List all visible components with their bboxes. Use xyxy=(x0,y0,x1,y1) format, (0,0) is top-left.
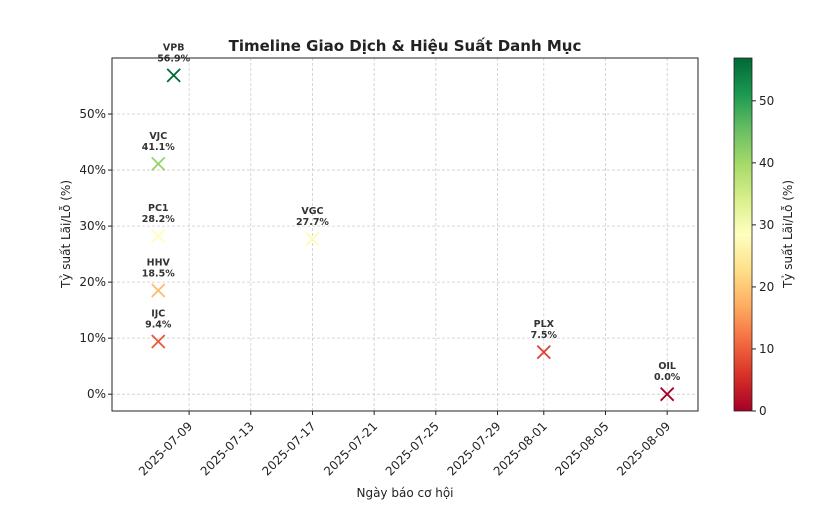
marker-stroke xyxy=(166,68,181,83)
point-value-label: 41.1% xyxy=(142,142,175,153)
colorbar-tick-label: 0 xyxy=(759,404,767,418)
point-ticker-label: VJC xyxy=(149,131,167,142)
colorbar-ticks: 0 10 20 30 40 50 xyxy=(752,94,774,418)
plot-frame xyxy=(111,57,699,412)
point-value-label: 28.2% xyxy=(142,214,175,225)
point-ticker-label: PC1 xyxy=(148,203,169,214)
grid xyxy=(112,58,698,411)
marker-stroke xyxy=(151,229,166,244)
y-axis-label: Tỷ suất Lãi/Lỗ (%) xyxy=(59,180,73,289)
y-tick-label: 40% xyxy=(79,163,106,177)
y-tick-label: 20% xyxy=(79,275,106,289)
colorbar-tick-label: 50 xyxy=(759,94,774,108)
point-ticker-label: PLX xyxy=(534,319,555,330)
x-tick-label: 2025-08-09 xyxy=(614,419,673,478)
marker-stroke xyxy=(660,387,675,402)
colorbar-label: Tỷ suất Lãi/Lỗ (%) xyxy=(781,180,795,289)
marker-stroke xyxy=(151,334,166,349)
marker-stroke xyxy=(536,345,551,360)
point-value-label: 18.5% xyxy=(142,269,175,280)
marker-stroke xyxy=(305,231,320,247)
marker-stroke xyxy=(151,283,166,298)
chart-title: Timeline Giao Dịch & Hiệu Suất Danh Mục xyxy=(229,37,582,55)
axis-ticks: 2025-07-09 2025-07-13 2025-07-17 2025-07-21… xyxy=(79,107,673,478)
x-tick-label: 2025-07-09 xyxy=(136,419,195,478)
point-value-label: 27.7% xyxy=(296,217,329,228)
point-value-label: 0.0% xyxy=(654,372,681,383)
point-ticker-label: OIL xyxy=(658,361,676,372)
x-tick-label: 2025-07-25 xyxy=(383,419,442,478)
y-tick-label: 0% xyxy=(87,387,106,401)
colorbar-tick-label: 30 xyxy=(759,218,774,232)
y-tick-label: 50% xyxy=(79,107,106,121)
y-tick-label: 30% xyxy=(79,219,106,233)
marker-stroke xyxy=(151,156,166,172)
colorbar-tick-label: 40 xyxy=(759,156,774,170)
point-ticker-label: VGC xyxy=(301,206,323,217)
colorbar-tick-label: 20 xyxy=(759,280,774,294)
point-ticker-label: HHV xyxy=(147,258,171,269)
point-value-label: 56.9% xyxy=(157,53,190,64)
y-tick-label: 10% xyxy=(79,331,106,345)
point-ticker-label: IJC xyxy=(151,309,165,320)
x-tick-label: 2025-07-17 xyxy=(259,419,318,478)
x-tick-label: 2025-07-13 xyxy=(198,419,257,478)
point-value-label: 7.5% xyxy=(531,330,558,341)
colorbar-tick-label: 10 xyxy=(759,342,774,356)
x-tick-label: 2025-08-05 xyxy=(552,419,611,478)
x-tick-label: 2025-07-21 xyxy=(321,419,380,478)
point-ticker-label: VPB xyxy=(163,42,185,53)
colorbar-gradient xyxy=(733,57,753,412)
x-axis-label: Ngày báo cơ hội xyxy=(356,486,453,500)
point-value-label: 9.4% xyxy=(145,320,172,331)
colorbar: 0 10 20 30 40 50 Tỷ suất Lãi/Lỗ (%) xyxy=(733,57,795,418)
